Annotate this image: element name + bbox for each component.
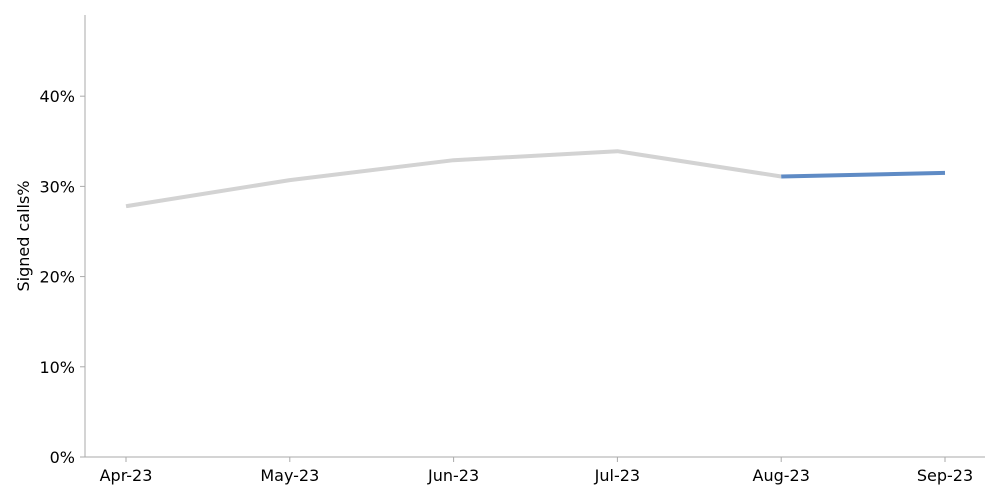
x-tick-label: Jun-23 xyxy=(427,466,479,485)
x-tick-label: May-23 xyxy=(260,466,319,485)
axes xyxy=(84,15,985,458)
y-tick-label: 40% xyxy=(39,87,75,106)
y-axis-title: Signed calls% xyxy=(14,180,33,291)
y-tick-label: 30% xyxy=(39,177,75,196)
x-tick-label: Jul-23 xyxy=(594,466,640,485)
series-line-2 xyxy=(781,170,946,179)
y-tick-labels: 0% 10% 20% 30% 40% xyxy=(39,87,85,467)
x-tick-label: Sep-23 xyxy=(917,466,973,485)
x-tick-label: Apr-23 xyxy=(100,466,153,485)
series-lines xyxy=(125,149,946,209)
x-tick-label: Aug-23 xyxy=(753,466,810,485)
y-tick-label: 10% xyxy=(39,358,75,377)
y-tick-label: 20% xyxy=(39,268,75,287)
series-line-1 xyxy=(125,149,782,209)
x-tick-labels: Apr-23 May-23 Jun-23 Jul-23 Aug-23 Sep-23 xyxy=(100,457,973,485)
y-tick-label: 0% xyxy=(50,448,75,467)
